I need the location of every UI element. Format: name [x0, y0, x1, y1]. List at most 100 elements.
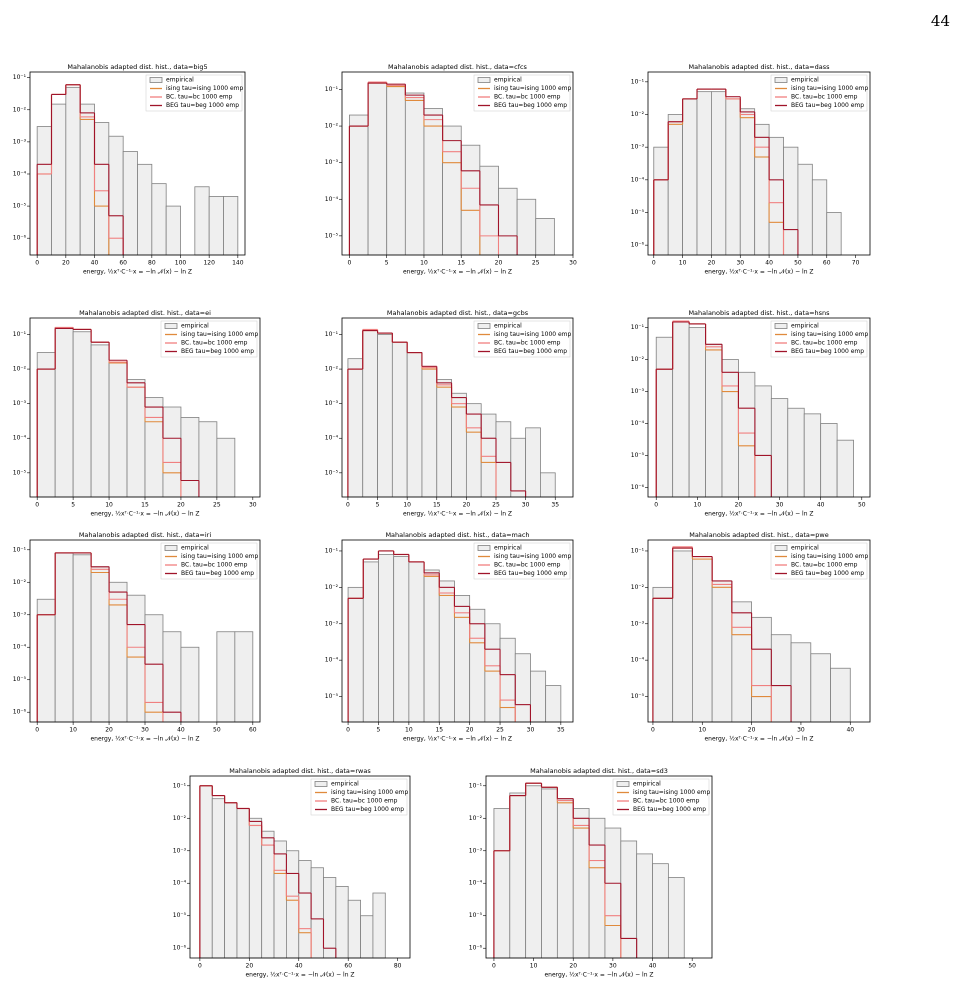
histogram-bar — [672, 321, 690, 498]
y-tick-label: 10⁻⁶ — [469, 945, 483, 952]
page-number: 44 — [931, 12, 950, 30]
histogram-bar — [72, 554, 92, 723]
histogram-bar — [836, 439, 854, 498]
chart: Mahalanobis adapted dist. hist., data=cf… — [325, 63, 577, 276]
histogram-bar — [378, 554, 395, 723]
histogram-bar — [151, 183, 167, 256]
x-tick-label: 0 — [652, 260, 656, 267]
x-tick-label: 0 — [654, 502, 658, 509]
chart-title: Mahalanobis adapted dist. hist., data=gc… — [387, 309, 529, 317]
y-tick-label: 10⁻⁵ — [469, 912, 483, 919]
legend-label: BEG tau=beg 1000 emp — [791, 348, 864, 355]
legend-label: ising tau=ising 1000 emp — [166, 85, 244, 92]
legend-label: ising tau=ising 1000 emp — [791, 331, 869, 338]
y-tick-label: 10⁻⁴ — [13, 644, 27, 651]
x-axis-label: energy, ½xᵀ·C⁻¹·x = −ln 𝒩(x) − ln Z — [245, 972, 354, 979]
legend-swatch — [774, 323, 788, 329]
histogram-bar — [510, 437, 527, 498]
histogram-bar — [126, 594, 146, 723]
histogram-bar — [830, 667, 851, 723]
histogram-bar — [535, 217, 555, 256]
histogram-bar — [79, 103, 95, 256]
legend-label: BC. tau=bc 1000 emp — [494, 562, 561, 569]
histogram-bar — [826, 212, 842, 256]
chart: Mahalanobis adapted dist. hist., data=ir… — [13, 531, 261, 743]
x-tick-label: 40 — [765, 260, 773, 267]
legend-swatch — [774, 545, 788, 551]
x-tick-label: 0 — [35, 727, 39, 734]
y-tick-label: 10⁻² — [325, 366, 339, 373]
histogram-bar — [65, 86, 81, 256]
x-tick-label: 50 — [213, 727, 221, 734]
chart-title: Mahalanobis adapted dist. hist., data=hs… — [688, 309, 830, 317]
legend-swatch — [477, 545, 491, 551]
legend-label: BEG tau=beg 1000 emp — [494, 348, 567, 355]
axes-frame — [647, 317, 871, 498]
histogram-bar — [144, 397, 164, 498]
histogram-bar — [236, 808, 250, 959]
histogram-bar — [770, 634, 792, 723]
histogram-bar — [783, 146, 799, 256]
histogram-bar — [787, 407, 805, 498]
histogram-bar — [469, 608, 486, 723]
histogram-bar — [696, 91, 712, 256]
histogram-bar — [208, 196, 224, 256]
x-tick-label: 60 — [823, 260, 831, 267]
histogram-bar — [810, 653, 831, 723]
legend-label: BC. tau=bc 1000 emp — [494, 94, 561, 101]
histogram-bar — [754, 123, 770, 256]
histogram-bar — [682, 98, 698, 256]
y-tick-label: 10⁻² — [13, 106, 27, 113]
x-axis-label: energy, ½xᵀ·C⁻¹·x = −ln 𝒩(x) − ln Z — [544, 972, 653, 979]
legend-label: BC. tau=bc 1000 emp — [791, 340, 858, 347]
y-tick-label: 10⁻⁶ — [13, 709, 27, 716]
x-tick-label: 20 — [105, 727, 113, 734]
x-tick-label: 20 — [463, 502, 471, 509]
histogram-bar — [572, 808, 590, 959]
histogram-bar — [484, 623, 501, 723]
legend-swatch — [314, 781, 328, 787]
x-tick-label: 30 — [797, 727, 805, 734]
histogram-bar — [286, 850, 300, 959]
histogram-bar — [688, 327, 706, 498]
y-tick-label: 10⁻¹ — [469, 782, 483, 789]
x-tick-label: 30 — [609, 963, 617, 970]
y-tick-label: 10⁻¹ — [631, 78, 645, 85]
y-tick-label: 10⁻² — [631, 584, 645, 591]
histogram-bar — [347, 899, 361, 959]
histogram-bar — [790, 642, 812, 723]
x-axis-label: energy, ½xᵀ·C⁻¹·x = −ln 𝒩(x) − ln Z — [90, 511, 199, 518]
y-tick-label: 10⁻² — [325, 123, 339, 130]
histogram-bar — [493, 808, 511, 959]
y-tick-label: 10⁻³ — [173, 847, 187, 854]
x-tick-label: 20 — [177, 502, 185, 509]
chart: Mahalanobis adapted dist. hist., data=ei… — [13, 309, 261, 518]
histogram-bar — [216, 437, 236, 498]
legend-label: BEG tau=beg 1000 emp — [494, 570, 567, 577]
legend-label: ising tau=ising 1000 emp — [633, 789, 711, 796]
histogram-bar — [465, 403, 482, 498]
histogram-bar — [36, 598, 56, 723]
histogram-bar — [126, 379, 146, 498]
histogram-bar — [739, 108, 756, 256]
histogram-bar — [372, 892, 386, 959]
x-tick-label: 40 — [817, 502, 825, 509]
histogram-bar — [367, 82, 388, 256]
y-tick-label: 10⁻¹ — [325, 547, 339, 554]
axes-frame — [29, 71, 246, 256]
legend-swatch — [477, 323, 491, 329]
histogram-bar — [180, 417, 200, 498]
legend-label: BEG tau=beg 1000 emp — [633, 806, 706, 813]
x-tick-label: 25 — [496, 727, 504, 734]
legend-label: BC. tau=bc 1000 emp — [166, 94, 233, 101]
histogram-bar — [108, 581, 128, 723]
histogram-bar — [711, 580, 733, 723]
legend-label: ising tau=ising 1000 emp — [494, 553, 572, 560]
x-tick-label: 100 — [175, 260, 187, 267]
histogram-bar — [90, 344, 110, 498]
legend-label: BEG tau=beg 1000 emp — [181, 570, 254, 577]
x-tick-label: 25 — [213, 502, 221, 509]
x-tick-label: 10 — [69, 727, 77, 734]
histogram-bar — [90, 566, 110, 723]
